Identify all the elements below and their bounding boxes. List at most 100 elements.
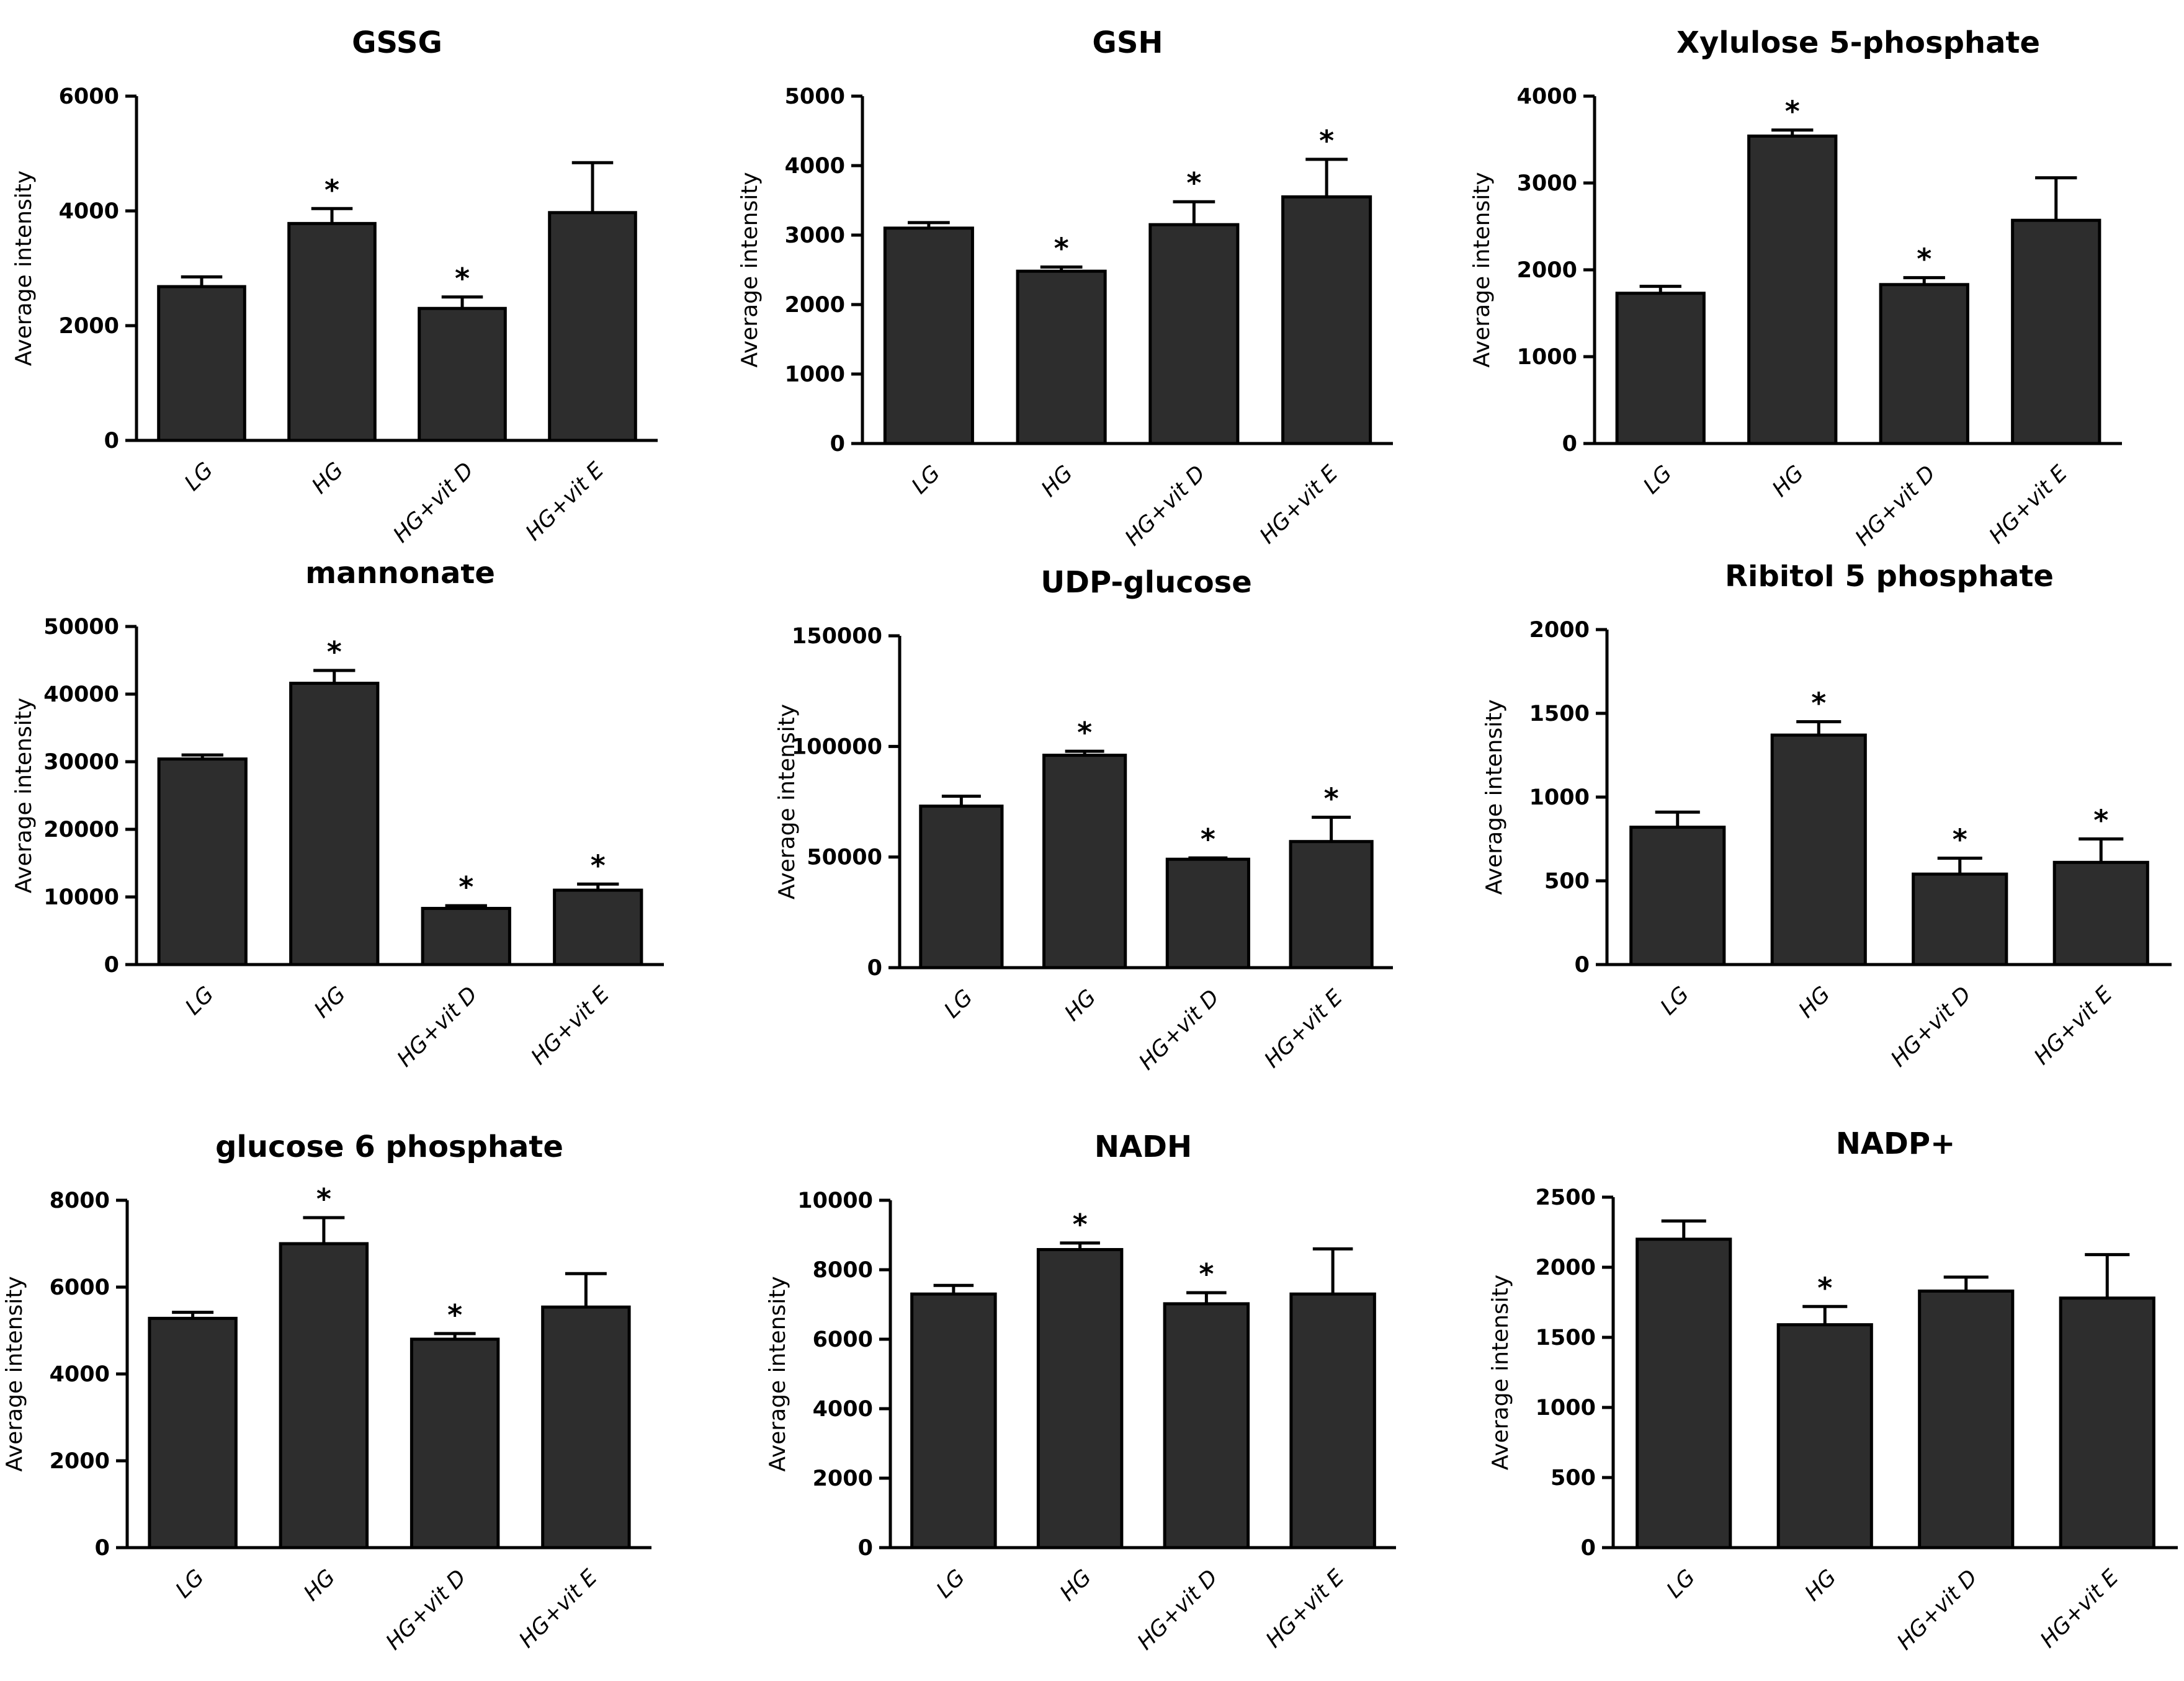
x-tick-label: LG	[1639, 461, 1676, 499]
y-tick-label: 4000	[1517, 84, 1577, 109]
y-tick-label: 5000	[785, 84, 845, 109]
bar-lg	[910, 1292, 997, 1549]
y-tick-label: 2000	[1517, 258, 1577, 283]
x-tick-label: HG+vit D	[1133, 1565, 1223, 1655]
bar-lg	[148, 1316, 238, 1549]
chart-panel-8: NADH Average intensity 0 2000 4000 6000 8000 10…	[765, 1130, 1396, 1655]
y-tick-label: 8000	[813, 1258, 873, 1283]
significance-marker: *	[1817, 1271, 1832, 1304]
significance-marker: *	[1077, 716, 1092, 749]
significance-marker: *	[2093, 804, 2108, 837]
y-tick-label: 30000	[43, 750, 119, 775]
x-tick-label: HG+vit E	[1261, 1564, 1349, 1652]
bar-lg	[919, 805, 1004, 970]
x-tick-label: HG+vit D	[393, 982, 483, 1072]
y-tick-label: 2000	[813, 1466, 873, 1491]
y-tick-label: 4000	[59, 199, 119, 224]
y-tick-label: 1000	[1529, 785, 1590, 810]
significance-marker: *	[1054, 232, 1069, 265]
y-tick-label: 2000	[59, 314, 119, 339]
y-tick-label: 500	[1551, 1466, 1596, 1491]
x-tick-label: HG+vit D	[382, 1565, 472, 1655]
chart-title: GSSG	[352, 25, 442, 60]
y-tick-label: 10000	[43, 885, 119, 910]
x-tick-label: HG+vit E	[521, 457, 609, 545]
bar-hg-vit-e	[541, 1305, 631, 1549]
y-tick-label: 6000	[813, 1327, 873, 1352]
y-tick-label: 2000	[785, 293, 845, 318]
bar-hg	[1747, 134, 1838, 445]
bar-lg	[883, 226, 974, 445]
x-tick-label: HG	[310, 982, 351, 1023]
x-tick-label: HG	[1055, 1565, 1096, 1606]
significance-marker: *	[1201, 823, 1215, 856]
y-tick-label: 6000	[50, 1275, 110, 1300]
x-tick-label: HG+vit D	[1134, 985, 1224, 1075]
y-tick-label: 2000	[50, 1449, 110, 1474]
significance-marker: *	[1319, 124, 1334, 158]
chart-panel-9: NADP+ Average intensity 0 500 1000 1500 2000 25…	[1488, 1126, 2178, 1655]
significance-marker: *	[1324, 782, 1339, 815]
x-tick-label: HG	[1768, 461, 1809, 502]
y-axis-label: Average intensity	[1469, 172, 1495, 367]
bar-hg-vit-e	[1281, 195, 1372, 445]
chart-title: Ribitol 5 phosphate	[1725, 564, 2054, 594]
y-tick-label: 3000	[1517, 171, 1577, 196]
bar-hg-vit-d	[1918, 1289, 2015, 1549]
chart-panel-5: UDP-glucose Average intensity 0 50000 100000…	[774, 565, 1393, 1075]
significance-marker: *	[447, 1298, 462, 1332]
bar-hg	[279, 1242, 369, 1549]
bar-hg	[1776, 1323, 1873, 1549]
y-tick-label: 0	[1575, 953, 1590, 978]
y-tick-label: 0	[858, 1536, 873, 1561]
x-tick-label: HG+vit D	[388, 458, 478, 548]
significance-marker: *	[316, 1182, 331, 1216]
bar-hg-vit-d	[1148, 223, 1240, 445]
y-tick-label: 4000	[50, 1362, 110, 1387]
bar-hg-vit-e	[2011, 218, 2101, 445]
bar-lg	[157, 285, 246, 442]
y-tick-label: 0	[830, 432, 845, 457]
significance-marker: *	[1953, 823, 1967, 857]
bar-hg	[1042, 754, 1127, 970]
bar-hg	[1036, 1248, 1124, 1549]
bar-hg-vit-d	[410, 1337, 500, 1549]
y-tick-label: 100000	[792, 734, 882, 759]
bar-hg-vit-d	[1879, 283, 1969, 445]
x-tick-label: HG	[1801, 1565, 1842, 1606]
significance-marker: *	[1199, 1257, 1214, 1291]
y-tick-label: 40000	[43, 682, 119, 707]
bar-hg-vit-e	[553, 888, 643, 966]
y-tick-label: 0	[104, 953, 119, 978]
significance-marker: *	[1811, 687, 1826, 720]
bar-hg-vit-d	[418, 306, 507, 442]
x-tick-label: HG	[1060, 985, 1101, 1026]
bar-hg-vit-d	[421, 907, 511, 966]
chart-panel-1: GSSG Average intensity 0 2000 4000 6000 LG * HG *…	[11, 25, 658, 548]
x-tick-label: HG+vit D	[1886, 982, 1976, 1072]
bar-hg	[1016, 269, 1107, 445]
chart-panel-6: Ribitol 5 phosphate Average intensity 0 500…	[1482, 564, 2172, 1072]
bar-hg-vit-e	[1289, 840, 1374, 970]
y-tick-label: 500	[1544, 869, 1590, 894]
y-tick-label: 1000	[1517, 345, 1577, 370]
x-tick-label: LG	[932, 1565, 970, 1603]
x-tick-label: LG	[1662, 1565, 1700, 1603]
y-tick-label: 0	[1562, 432, 1577, 457]
y-tick-label: 50000	[43, 615, 119, 640]
significance-marker: *	[327, 635, 342, 669]
x-tick-label: HG+vit E	[1985, 460, 2073, 548]
bar-hg-vit-e	[2052, 860, 2149, 966]
x-tick-label: HG	[1037, 461, 1078, 502]
significance-marker: *	[1785, 95, 1800, 128]
y-axis-label: Average intensity	[774, 704, 800, 899]
y-axis-label: Average intensity	[1488, 1275, 1513, 1470]
y-axis-label: Average intensity	[765, 1276, 790, 1471]
bar-hg	[1770, 733, 1867, 966]
chart-title: mannonate	[305, 564, 495, 591]
x-tick-label: LG	[171, 1565, 209, 1603]
chart-title: NADP+	[1836, 1126, 1956, 1161]
x-tick-label: LG	[939, 985, 977, 1023]
bar-lg	[157, 757, 248, 966]
